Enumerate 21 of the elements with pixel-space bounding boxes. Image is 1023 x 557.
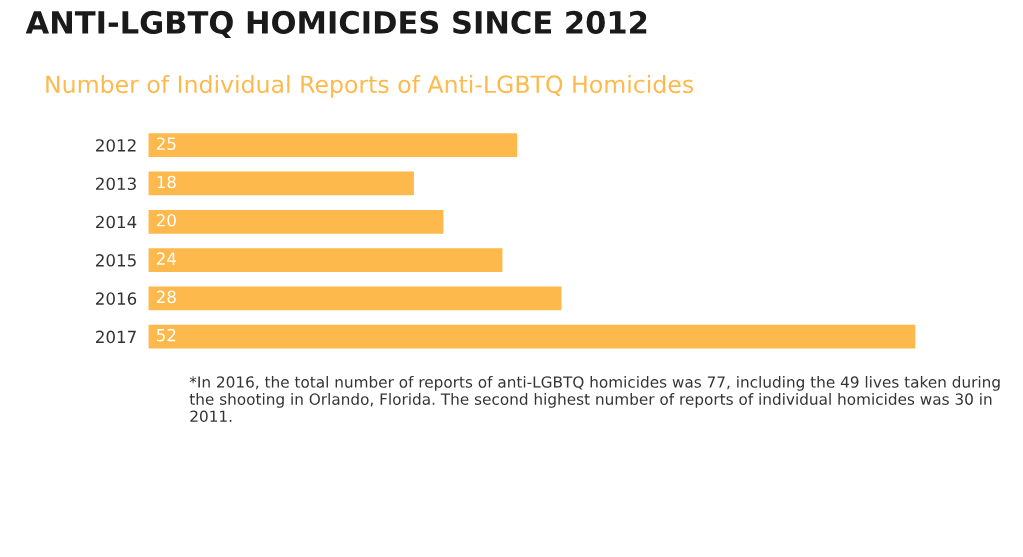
data-label: 24 <box>156 252 176 265</box>
bar <box>148 248 503 272</box>
bar <box>148 133 518 158</box>
text: *In 2016, the total number of reports of anti-LGBTQ homicides was 77, including the 49 lives taken during the shooting in Orlando, Florida. The second highest number of reports of individual homicides was 30 in 2011. <box>189 375 1000 423</box>
y-tick-label: 2013 <box>96 177 136 191</box>
data-label: 25 <box>156 137 176 151</box>
data-label: 52 <box>157 328 176 342</box>
y-tick-label: 2012 <box>96 139 136 152</box>
y-tick-label: 2016 <box>96 292 137 305</box>
bar <box>148 286 562 311</box>
data-label: 20 <box>156 213 176 227</box>
chart-subtitle: Number of Individual Reports of Anti-LGBTQ Homicides <box>46 74 694 98</box>
bar <box>148 171 414 196</box>
y-tick-label: 2015 <box>96 254 136 267</box>
data-label: 18 <box>157 175 176 189</box>
chart-title: ANTI-LGBTQ HOMICIDES SINCE 2012 <box>25 10 647 38</box>
bar <box>148 209 444 234</box>
bar <box>148 324 916 349</box>
y-tick-label: 2017 <box>96 330 136 344</box>
y-tick-label: 2014 <box>96 215 137 229</box>
data-label: 28 <box>156 290 176 304</box>
